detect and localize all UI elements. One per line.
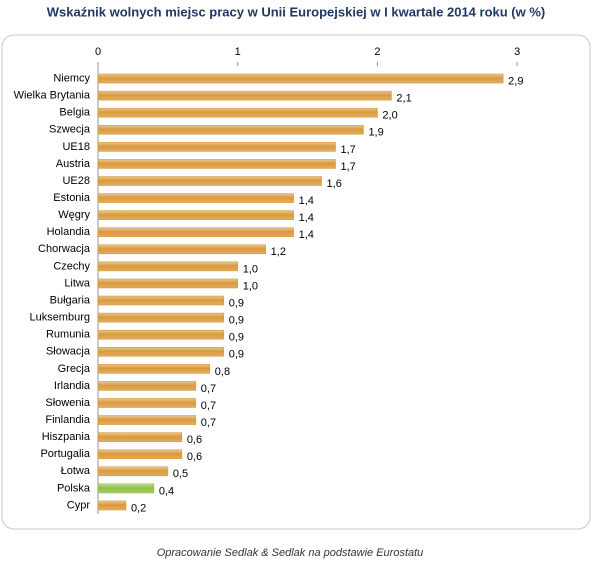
value-label: 0,5	[173, 468, 188, 480]
y-tick-label: Wielka Brytania	[14, 90, 91, 102]
y-tick-label: Portugalia	[40, 448, 90, 460]
y-tick-label: Grecja	[58, 363, 91, 375]
y-tick-label: Słowenia	[45, 397, 91, 409]
y-tick-label: Bułgaria	[50, 294, 91, 306]
x-tick-label: 2	[374, 46, 380, 58]
value-label: 0,9	[229, 315, 244, 327]
value-label: 0,9	[229, 297, 244, 309]
bar	[97, 398, 197, 408]
x-tick-label: 0	[95, 46, 101, 58]
bar	[97, 415, 197, 425]
bar	[97, 381, 197, 391]
value-label: 0,9	[229, 349, 244, 361]
value-label: 1,9	[368, 127, 383, 139]
y-tick-label: Holandia	[47, 226, 91, 238]
bar	[97, 432, 183, 442]
y-tick-label: Łotwa	[61, 465, 91, 477]
value-label: 1,7	[341, 144, 356, 156]
y-tick-label: Szwecja	[49, 124, 91, 136]
bar	[97, 295, 225, 306]
y-tick-label: Belgia	[59, 107, 90, 119]
value-label: 0,6	[187, 434, 202, 446]
bar	[97, 176, 322, 186]
source-note: Opracowanie Sedlak & Sedlak na podstawie…	[157, 547, 424, 559]
bar	[97, 107, 378, 118]
y-tick-label: Irlandia	[54, 380, 91, 392]
y-tick-label: Polska	[57, 482, 91, 494]
y-tick-label: Słowacja	[46, 346, 91, 358]
value-label: 0,2	[131, 502, 146, 514]
value-label: 1,0	[243, 280, 258, 292]
value-label: 1,4	[299, 229, 314, 241]
x-tick-label: 1	[235, 46, 241, 58]
value-label: 2,1	[396, 93, 411, 105]
y-tick-label: Rumunia	[46, 329, 91, 341]
value-label: 0,7	[201, 400, 216, 412]
bar	[97, 142, 336, 152]
y-tick-label: Finlandia	[45, 414, 91, 426]
x-tick-label: 3	[514, 46, 520, 58]
bar	[97, 244, 266, 255]
value-label: 1,4	[299, 212, 314, 224]
bar	[97, 346, 225, 357]
y-tick-label: Luksemburg	[29, 312, 90, 324]
y-tick-label: Chorwacja	[38, 243, 91, 255]
bar	[97, 193, 294, 203]
value-label: 1,7	[341, 161, 356, 173]
bar	[97, 483, 155, 494]
y-tick-label: Litwa	[64, 277, 91, 289]
bar	[97, 210, 294, 220]
bar	[97, 312, 225, 323]
y-tick-label: Estonia	[53, 192, 91, 204]
bar	[97, 329, 225, 340]
bar	[97, 364, 211, 374]
value-label: 1,4	[299, 195, 314, 207]
bar	[97, 159, 336, 169]
chart-title: Wskaźnik wolnych miejsc pracy w Unii Eur…	[47, 4, 546, 19]
value-label: 0,8	[215, 366, 230, 378]
y-tick-label: Czechy	[53, 260, 90, 272]
value-label: 0,7	[201, 417, 216, 429]
bar	[97, 466, 169, 477]
y-tick-label: UE18	[62, 141, 90, 153]
y-tick-label: UE28	[62, 175, 90, 187]
value-label: 0,7	[201, 383, 216, 395]
value-label: 1,6	[327, 178, 342, 190]
y-tick-label: Cypr	[67, 499, 91, 511]
value-label: 0,4	[159, 485, 174, 497]
bar	[97, 73, 504, 84]
bar	[97, 227, 294, 238]
value-label: 1,2	[271, 246, 286, 258]
y-tick-label: Niemcy	[53, 72, 90, 84]
y-tick-label: Austria	[56, 158, 91, 170]
bar	[97, 278, 239, 289]
bar	[97, 90, 392, 101]
value-label: 1,0	[243, 263, 258, 275]
y-tick-label: Hiszpania	[42, 431, 91, 443]
bar	[97, 449, 183, 460]
bar	[97, 124, 364, 135]
value-label: 0,6	[187, 451, 202, 463]
y-tick-label: Węgry	[58, 209, 90, 221]
value-label: 2,9	[508, 75, 523, 87]
bar	[97, 500, 127, 511]
value-label: 2,0	[382, 110, 397, 122]
bar	[97, 261, 239, 272]
value-label: 0,9	[229, 332, 244, 344]
